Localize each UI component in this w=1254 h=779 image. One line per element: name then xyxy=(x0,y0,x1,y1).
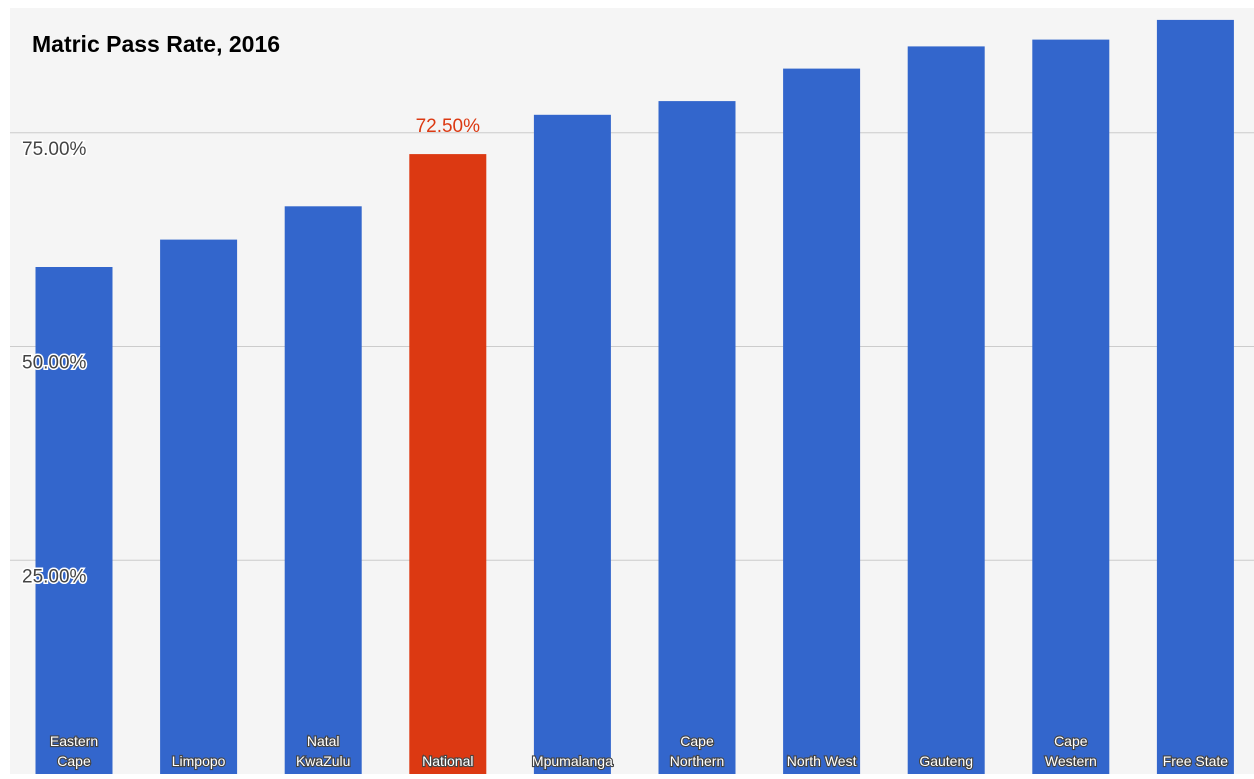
bar-limpopo xyxy=(160,239,238,775)
bar-mpumalanga xyxy=(533,114,611,775)
bar-national xyxy=(409,154,487,775)
x-category-label: Free State xyxy=(1163,753,1229,769)
chart-title: Matric Pass Rate, 2016 xyxy=(32,31,280,57)
x-category-labels: Eastern Cape Limpopo Natal KwaZulu National Mp… xyxy=(49,732,1230,770)
x-category-label: Natal xyxy=(307,733,340,749)
y-tick-label: 25.00% xyxy=(22,566,87,587)
x-category-label: Eastern xyxy=(50,733,98,749)
x-category-label: Limpopo xyxy=(172,753,226,769)
y-tick-label: 75.00% xyxy=(22,139,87,160)
x-category-label: Mpumalanga xyxy=(532,753,613,769)
x-category-label: National xyxy=(422,753,473,769)
bar-natal-kwazulu xyxy=(284,206,362,775)
y-tick-label: 50.00% xyxy=(22,353,87,374)
bar-eastern-cape xyxy=(35,267,113,774)
x-category-label: Cape xyxy=(1054,733,1088,749)
x-category-label: Northern xyxy=(670,753,724,769)
y-tick-labels: 25.00% 50.00% 75.00% xyxy=(21,137,89,589)
x-category-label: Western xyxy=(1045,753,1097,769)
x-category-label: Cape xyxy=(680,733,714,749)
bar-north-west xyxy=(783,68,861,775)
highlight-value-label: 72.50% xyxy=(416,116,481,137)
x-category-label: KwaZulu xyxy=(296,753,350,769)
bar-free-state xyxy=(1156,19,1234,774)
bars xyxy=(35,19,1234,775)
x-category-label: Cape xyxy=(57,753,91,769)
x-category-label: North West xyxy=(787,753,857,769)
bar-cape-western xyxy=(1032,39,1110,775)
annotations: 72.50% xyxy=(416,116,481,137)
bar-cape-northern xyxy=(658,101,736,775)
bar-gauteng xyxy=(907,46,985,774)
x-category-label: Gauteng xyxy=(919,753,973,769)
